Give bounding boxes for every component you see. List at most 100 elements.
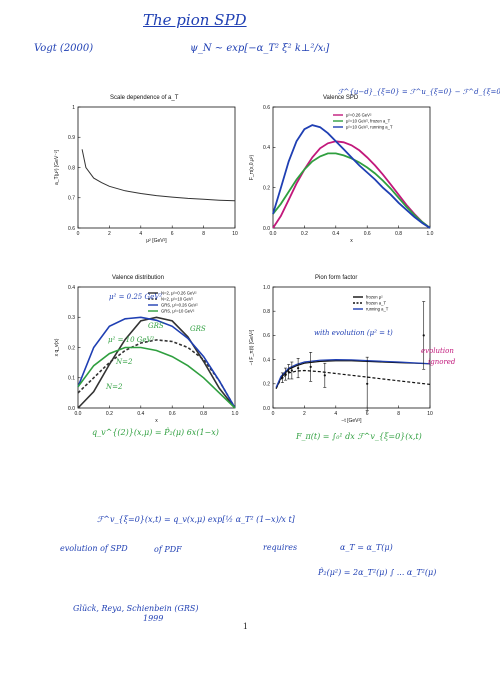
y-tick-label: 0.9 [68, 135, 75, 141]
data-point [309, 365, 312, 368]
x-axis-label: −t [GeV²] [341, 418, 362, 424]
valence-distribution-chart: 0.0 0.2 0.4 0.6 0.8 1.0 0.0 0.1 0.2 0.3 0.4 x x q_v(… [54, 285, 239, 424]
y-tick-label: 0.0 [263, 226, 270, 232]
legend-entry: μ²=10 GeV², running a_T [346, 125, 393, 130]
data-point [323, 374, 326, 377]
y-tick-label: 0.0 [263, 406, 270, 412]
x-tick-label: 0 [272, 411, 275, 417]
valence-spd-chart: 0.0 0.2 0.4 0.6 0.8 1.0 0.0 0.2 0.4 0.6 x F_π(x,0,μ… [249, 105, 434, 244]
x-tick-label: 0.8 [200, 411, 207, 417]
series-line-1 [275, 360, 431, 389]
data-point [290, 369, 293, 372]
scale-chart: 0 2 4 6 8 10 0.6 0.7 0.8 0.9 1 μ² [GeV²] a_T(μ²) [Ge… [54, 105, 238, 244]
note-alpha-relation: α_T = α_T(μ) [340, 543, 393, 552]
x-axis-label: x [350, 238, 353, 244]
data-point [366, 382, 369, 385]
x-tick-label: 0.2 [106, 411, 113, 417]
x-tick-label: 6 [171, 231, 174, 237]
x-tick-label: 8 [397, 411, 400, 417]
series-line-3 [77, 316, 236, 409]
y-tick-label: 0.2 [263, 382, 270, 388]
annotation-grs-2: GRS [190, 325, 206, 333]
legend-entry: GRS, μ²=10 GeV² [161, 309, 195, 314]
x-tick-label: 0.2 [301, 231, 308, 237]
x-tick-label: 0.4 [137, 411, 144, 417]
annotation-mu-high: μ² = 10 GeV² [108, 336, 155, 344]
x-tick-label: 1.0 [232, 411, 239, 417]
note-requires: requires [263, 543, 298, 552]
y-tick-label: 1 [72, 105, 75, 111]
note-authors-grs: Glück, Reya, Schienbein (GRS) [73, 604, 199, 613]
y-axis-label: a_T(μ²) [GeV⁻²] [54, 149, 60, 185]
panel-pion-form-factor: Pion form factor 0 2 4 6 8 10 0.0 0.2 0.4 0.6 0.8 1… [245, 275, 435, 425]
legend-entry: N=2, μ²=0.26 GeV² [161, 291, 197, 296]
x-tick-label: 8 [202, 231, 205, 237]
formula-spd-xi0: ℱ^v_{ξ=0}(x,t) = q_v(x,μ) exp[½ α_T² (1−… [97, 515, 295, 524]
note-evolution-spd: evolution of SPD [60, 544, 128, 553]
legend-entry: N=2, μ²=10 GeV² [161, 297, 194, 302]
series-line-3 [275, 358, 431, 388]
y-tick-label: 0.6 [263, 333, 270, 339]
x-tick-label: 4 [334, 411, 337, 417]
data-point [297, 366, 300, 370]
data-point [281, 376, 284, 379]
note-p2-relation: P̂₂(μ²) = 2α_T²(μ) ∫ ... α_T²(μ) [318, 568, 437, 577]
panel-title: Pion form factor [315, 275, 358, 281]
y-tick-label: 0.4 [263, 145, 270, 151]
series-line-1 [77, 316, 236, 409]
y-tick-label: 0.2 [68, 345, 75, 351]
form-factor-chart: 0 2 4 6 8 10 0.0 0.2 0.4 0.6 0.8 1.0 −t [GeV²] −t F_π… [249, 285, 433, 424]
x-tick-label: 0.8 [395, 231, 402, 237]
y-tick-label: 0.4 [263, 357, 270, 363]
page-number: 1 [243, 621, 248, 631]
x-tick-label: 0.4 [332, 231, 339, 237]
page-title: The pion SPD [143, 11, 247, 29]
x-tick-label: 0.0 [270, 231, 277, 237]
x-tick-label: 0 [77, 231, 80, 237]
panel-valence-spd: Valence SPD 0.0 0.2 0.4 0.6 0.8 1.0 0.0 0.2 0.4 0… [245, 95, 435, 245]
panel-title: Scale dependence of a_T [110, 95, 179, 101]
reference-vogt: Vogt (2000) [34, 43, 94, 54]
y-axis-label: x q_v(x) [54, 338, 60, 356]
panel-title: Valence SPD [323, 95, 359, 101]
annotation-evolution-ignored-2: ignored [428, 358, 456, 366]
y-tick-label: 0.7 [68, 196, 75, 202]
y-tick-label: 0.0 [68, 406, 75, 412]
series-line-2 [275, 369, 431, 389]
series-line-1 [81, 149, 236, 202]
x-tick-label: 2 [303, 411, 306, 417]
wavefunction-formula: ψ_N ~ exp[−α_T² ξ² k⊥²/xᵢ] [190, 43, 330, 54]
legend-entry: frozen a_T [366, 301, 386, 306]
annotation-n2-b: N=2 [106, 383, 123, 391]
plot-frame [77, 106, 236, 229]
panel-title: Valence distribution [112, 275, 164, 281]
series-line-2 [77, 339, 236, 409]
y-tick-label: 0.6 [68, 226, 75, 232]
data-point [287, 370, 290, 373]
y-tick-label: 0.8 [68, 165, 75, 171]
data-point [422, 334, 425, 337]
legend-entry: μ²=0.26 GeV² [346, 113, 372, 118]
series-line-4 [77, 346, 236, 409]
y-tick-label: 0.2 [263, 185, 270, 191]
x-tick-label: 1.0 [427, 231, 434, 237]
x-axis-label: μ² [GeV²] [146, 238, 167, 244]
panel-valence-distribution: Valence distribution 0.0 0.2 0.4 0.6 0.8 1.0 0… [50, 275, 240, 425]
y-tick-label: 0.3 [68, 315, 75, 321]
x-tick-label: 2 [108, 231, 111, 237]
legend-entry: μ²=10 GeV², frozen a_T [346, 119, 391, 124]
legend-entry: GRS, μ²=0.26 GeV² [161, 303, 198, 308]
y-tick-label: 0.6 [263, 105, 270, 111]
data-point [284, 373, 287, 376]
y-axis-label: F_π(x,0,μ²) [249, 155, 255, 181]
annotation-mu-low: μ² = 0.25 GeV² [109, 293, 163, 301]
series-line-3 [272, 124, 431, 229]
y-tick-label: 1.0 [263, 285, 270, 291]
note-of-pdf: of PDF [154, 545, 182, 554]
x-tick-label: 10 [232, 231, 238, 237]
x-axis-label: x [155, 418, 158, 424]
x-tick-label: 10 [427, 411, 433, 417]
plot-frame [272, 286, 431, 409]
corner-formula: ℱ^{u−d}_{ξ=0} = ℱ^u_{ξ=0} − ℱ^d_{ξ=0} [338, 88, 500, 96]
plot-frame [272, 106, 431, 229]
